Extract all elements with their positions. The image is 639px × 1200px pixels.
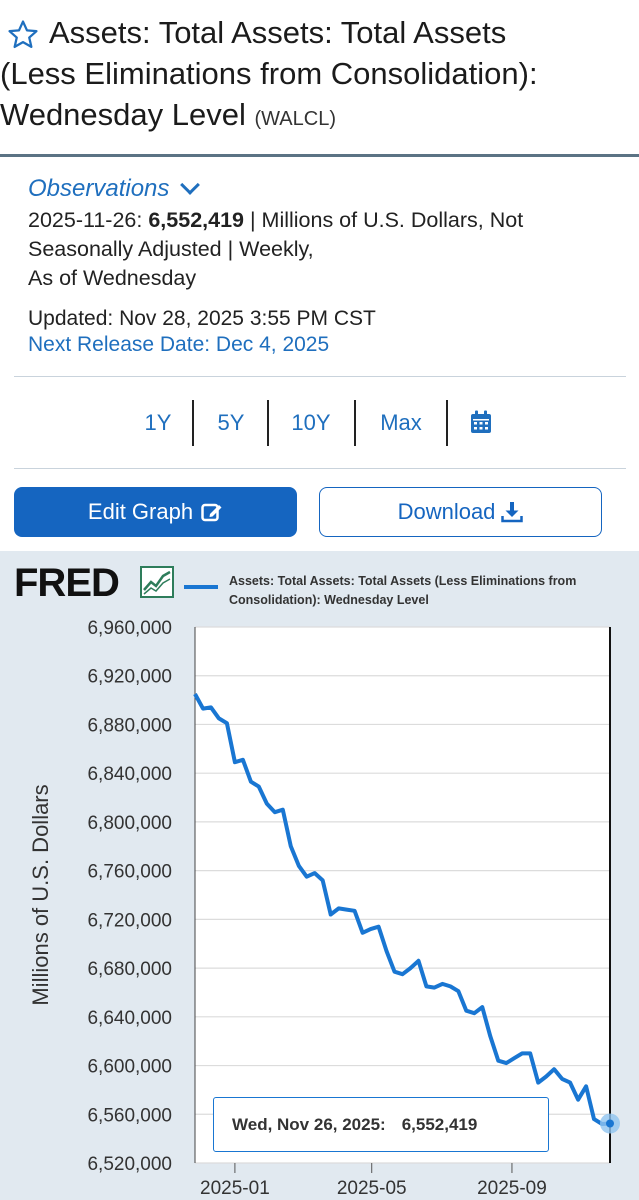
line-chart: 6,520,000 6,560,000 6,600,000 6,640,000 6,68… <box>87 618 620 1199</box>
observations-label: Observations <box>28 175 170 202</box>
calendar-icon[interactable] <box>470 410 492 434</box>
next-release-link[interactable]: Next Release Date: Dec 4, 2025 <box>28 333 330 356</box>
y-tick-label: 6,880,000 <box>87 715 172 736</box>
observation-details-1: | Millions of U.S. Dollars, Not <box>244 208 524 232</box>
title-line-2: (Less Eliminations from Consolidation): <box>0 56 538 91</box>
tooltip-date: Wed, Nov 26, 2025: <box>232 1114 386 1134</box>
y-tick-label: 6,760,000 <box>87 862 172 883</box>
y-tick-label: 6,640,000 <box>87 1008 172 1029</box>
range-divider <box>192 400 194 446</box>
observations-toggle[interactable]: Observations <box>28 172 628 206</box>
y-tick-label: 6,560,000 <box>87 1105 172 1126</box>
title-line-3: Wednesday Level <box>0 97 246 132</box>
edit-icon <box>201 503 222 522</box>
range-divider <box>267 400 269 446</box>
range-divider <box>446 400 448 446</box>
range-10y-button[interactable]: 10Y <box>291 410 331 435</box>
highlight-point <box>606 1119 614 1128</box>
title-line-1: Assets: Total Assets: Total Assets <box>49 15 507 50</box>
page-title: Assets: Total Assets: Total Assets (Less… <box>0 12 636 140</box>
download-button[interactable]: Download <box>319 487 602 537</box>
observation-date: 2025-11-26: <box>28 208 143 232</box>
divider <box>14 468 626 469</box>
x-tick-label: 2025-01 <box>200 1178 270 1199</box>
range-max-button[interactable]: Max <box>380 410 422 435</box>
range-selector: 1Y 5Y 10Y Max <box>0 400 639 446</box>
observation-value: 6,552,419 <box>148 208 244 232</box>
chart-tooltip: Wed, Nov 26, 2025: 6,552,419 <box>213 1097 549 1152</box>
series-line <box>193 693 611 1126</box>
range-1y-button[interactable]: 1Y <box>144 410 172 435</box>
download-label: Download <box>397 499 496 524</box>
legend-swatch <box>184 585 218 589</box>
download-icon <box>501 502 524 523</box>
y-tick-label: 6,520,000 <box>87 1154 172 1175</box>
observations-panel: Observations 2025-11-26: 6,552,419 | Mil… <box>28 172 628 358</box>
chevron-down-icon <box>180 175 201 195</box>
x-tick-label: 2025-05 <box>337 1178 407 1199</box>
observation-details-3: As of Wednesday <box>28 266 197 290</box>
range-divider <box>354 400 356 446</box>
line-chart-logo-icon <box>140 566 174 598</box>
legend-label: Assets: Total Assets: Total Assets (Less… <box>229 574 577 607</box>
fred-logo: FRED <box>14 561 120 605</box>
updated-timestamp: Updated: Nov 28, 2025 3:55 PM CST <box>28 307 376 330</box>
x-tick-label: 2025-09 <box>477 1178 547 1199</box>
y-tick-label: 6,600,000 <box>87 1057 172 1078</box>
edit-graph-label: Edit Graph <box>87 499 194 524</box>
observation-details-2: Seasonally Adjusted | Weekly, <box>28 237 314 261</box>
y-tick-label: 6,720,000 <box>87 910 172 931</box>
series-code: (WALCL) <box>254 108 336 130</box>
observation-line-1: 2025-11-26: 6,552,419 | Millions of U.S.… <box>28 206 628 235</box>
range-5y-button[interactable]: 5Y <box>217 410 245 435</box>
plot-background <box>195 627 610 1163</box>
y-tick-label: 6,680,000 <box>87 959 172 980</box>
star-outline-icon[interactable] <box>6 18 40 52</box>
edit-graph-button[interactable]: Edit Graph <box>14 487 297 537</box>
y-tick-label: 6,920,000 <box>87 667 172 688</box>
divider <box>14 376 626 377</box>
y-tick-label: 6,800,000 <box>87 813 172 834</box>
series-title-block: Assets: Total Assets: Total Assets (Less… <box>0 0 639 157</box>
y-tick-label: 6,960,000 <box>87 618 172 639</box>
y-tick-label: 6,840,000 <box>87 764 172 785</box>
tooltip-value: 6,552,419 <box>401 1114 478 1134</box>
